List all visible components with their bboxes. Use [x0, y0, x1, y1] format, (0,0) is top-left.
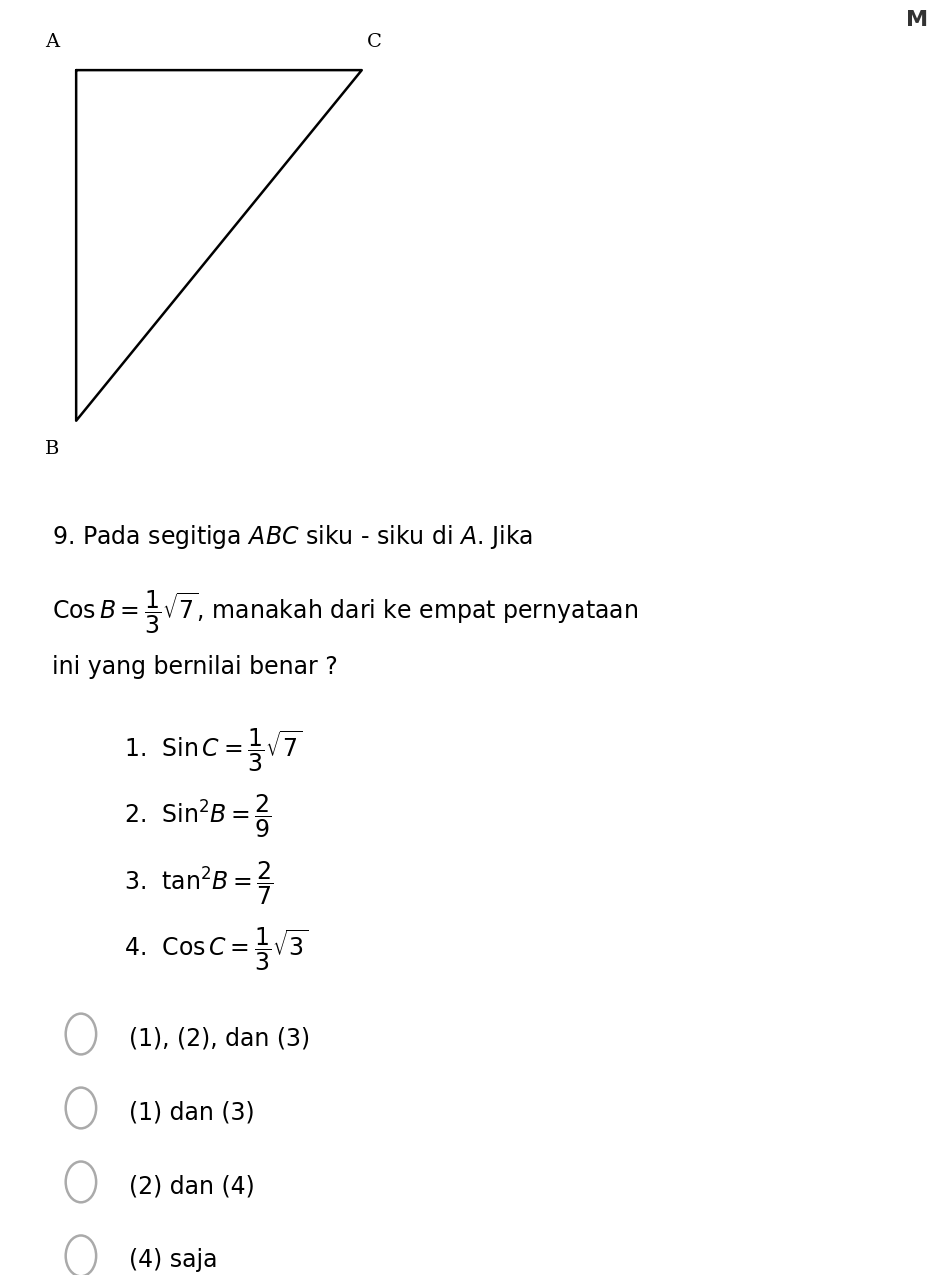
Text: $\mathrm{Cos}\,B = \dfrac{1}{3}\sqrt{7}$, manakah dari ke empat pernyataan: $\mathrm{Cos}\,B = \dfrac{1}{3}\sqrt{7}$… [52, 589, 639, 636]
Text: (2) dan (4): (2) dan (4) [129, 1174, 254, 1198]
Text: 9. Pada segitiga $\mathit{ABC}$ siku - siku di $\mathit{A}$. Jika: 9. Pada segitiga $\mathit{ABC}$ siku - s… [52, 523, 533, 551]
Text: (1) dan (3): (1) dan (3) [129, 1100, 254, 1125]
Text: M: M [906, 10, 928, 31]
Text: 4.  $\mathrm{Cos}\,C = \dfrac{1}{3}\sqrt{3}$: 4. $\mathrm{Cos}\,C = \dfrac{1}{3}\sqrt{… [124, 926, 308, 973]
Text: C: C [367, 33, 382, 51]
Text: 3.  $\mathrm{tan}^2 B = \dfrac{2}{7}$: 3. $\mathrm{tan}^2 B = \dfrac{2}{7}$ [124, 859, 274, 907]
Text: B: B [45, 440, 60, 458]
Text: (4) saja: (4) saja [129, 1248, 217, 1272]
Text: 1.  $\mathrm{Sin}\,C = \dfrac{1}{3}\sqrt{7}$: 1. $\mathrm{Sin}\,C = \dfrac{1}{3}\sqrt{… [124, 727, 302, 774]
Text: ini yang bernilai benar ?: ini yang bernilai benar ? [52, 655, 338, 680]
Text: A: A [46, 33, 59, 51]
Text: (1), (2), dan (3): (1), (2), dan (3) [129, 1026, 309, 1051]
Text: 2.  $\mathrm{Sin}^2 B = \dfrac{2}{9}$: 2. $\mathrm{Sin}^2 B = \dfrac{2}{9}$ [124, 793, 271, 840]
